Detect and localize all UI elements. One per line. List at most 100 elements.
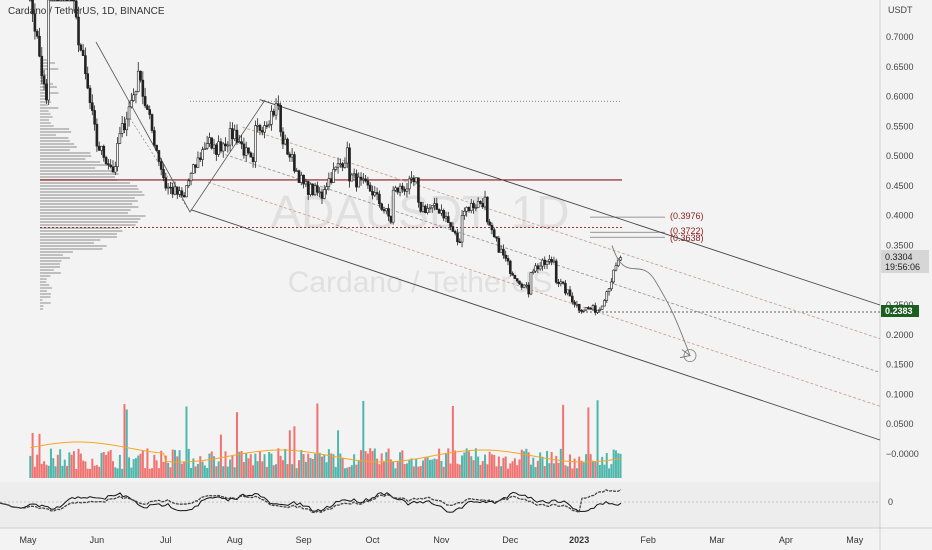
volume-bar xyxy=(137,455,140,478)
candle-body xyxy=(171,187,174,195)
candle-body xyxy=(571,295,574,303)
candle-body xyxy=(187,180,191,186)
candle-body xyxy=(295,170,299,173)
candle-body xyxy=(502,248,505,256)
volume-bar xyxy=(219,434,222,478)
volume-bar xyxy=(153,454,156,478)
volume-bar xyxy=(619,453,622,478)
candle-body xyxy=(205,143,209,149)
volume-bar xyxy=(405,463,408,478)
volume-bar xyxy=(502,457,505,478)
support-price-badge[interactable] xyxy=(881,305,919,317)
candle-body xyxy=(139,70,142,81)
volume-bar xyxy=(532,457,535,478)
candle-body xyxy=(185,185,188,198)
volume-bar xyxy=(242,462,245,478)
volume-bar xyxy=(389,459,392,478)
candle-body xyxy=(605,291,609,301)
volume-bars xyxy=(29,400,622,478)
candle-body xyxy=(320,191,324,199)
countdown-timer: 19:56:06 xyxy=(885,262,920,272)
candle-body xyxy=(433,203,436,206)
volume-bar xyxy=(63,459,66,478)
candle-body xyxy=(146,105,149,110)
volume-bar xyxy=(183,461,186,478)
candle-body xyxy=(286,138,289,155)
candle-body xyxy=(153,130,156,146)
volume-bar xyxy=(467,451,470,478)
candle-body xyxy=(534,265,537,272)
volume-bar xyxy=(281,460,284,478)
volume-bar xyxy=(107,451,110,478)
volume-bar xyxy=(378,464,381,478)
candle-body xyxy=(508,260,512,274)
price-tick-label: 0.5500 xyxy=(886,121,914,131)
candle-body xyxy=(212,144,216,149)
volume-bar xyxy=(314,453,317,478)
candle-body xyxy=(442,210,445,219)
candle-body xyxy=(575,303,579,306)
volume-bar xyxy=(525,448,528,478)
symbol-title[interactable]: Cardano / TetherUS, 1D, BINANCE xyxy=(8,6,165,17)
volume-bar xyxy=(284,448,287,478)
price-tick-label: −0.0000 xyxy=(886,449,919,459)
candle-body xyxy=(228,128,232,146)
candle-body xyxy=(424,205,427,213)
volume-bar xyxy=(210,451,213,478)
volume-bar xyxy=(82,460,85,478)
candle-body xyxy=(256,125,259,127)
volume-bar xyxy=(316,403,319,478)
volume-bar xyxy=(612,449,615,478)
volume-bar xyxy=(428,459,431,478)
candle-body xyxy=(522,284,526,288)
volume-bar xyxy=(594,461,597,478)
volume-bar xyxy=(571,468,574,478)
volume-bar xyxy=(192,458,195,478)
candle-body xyxy=(49,0,53,2)
candle-body xyxy=(527,284,530,295)
candle-body xyxy=(178,190,181,195)
candle-body xyxy=(440,210,443,214)
volume-profile xyxy=(40,59,146,310)
volume-bar xyxy=(582,462,585,478)
volume-bar xyxy=(330,453,333,478)
volume-bar xyxy=(541,456,544,478)
candle-body xyxy=(343,162,347,168)
candle-body xyxy=(548,259,551,262)
candle-body xyxy=(107,163,110,166)
volume-bar xyxy=(355,464,358,478)
candle-body xyxy=(380,203,383,210)
candle-body xyxy=(375,192,379,195)
candle-body xyxy=(63,0,67,2)
current-price-badge[interactable] xyxy=(881,250,929,273)
price-tick-label: 0.6500 xyxy=(886,62,914,72)
candle-body xyxy=(235,129,239,143)
volume-bar xyxy=(206,467,209,478)
volume-bar xyxy=(454,450,457,478)
candle-body xyxy=(499,248,503,253)
candle-body xyxy=(203,147,207,150)
volume-bar xyxy=(534,467,537,478)
fib-label-1: (0.3976) xyxy=(670,211,704,221)
candle-body xyxy=(72,0,76,2)
volume-bar xyxy=(222,466,225,478)
channel-inner-lower xyxy=(207,181,881,407)
candle-body xyxy=(587,307,590,309)
volume-bar xyxy=(552,463,555,478)
candle-body xyxy=(313,185,317,196)
volume-bar xyxy=(369,448,372,478)
candle-body xyxy=(293,154,296,172)
volume-bar xyxy=(43,461,46,478)
time-axis-label: Mar xyxy=(709,535,725,545)
candle-body xyxy=(155,144,158,151)
volume-bar xyxy=(396,461,399,478)
candle-body xyxy=(116,143,119,167)
volume-bar xyxy=(125,409,128,478)
candle-body xyxy=(192,164,195,174)
candle-body xyxy=(564,283,567,294)
volume-bar xyxy=(146,448,149,478)
candle-body xyxy=(224,143,227,147)
volume-bar xyxy=(343,468,346,478)
volume-bar xyxy=(95,465,98,478)
